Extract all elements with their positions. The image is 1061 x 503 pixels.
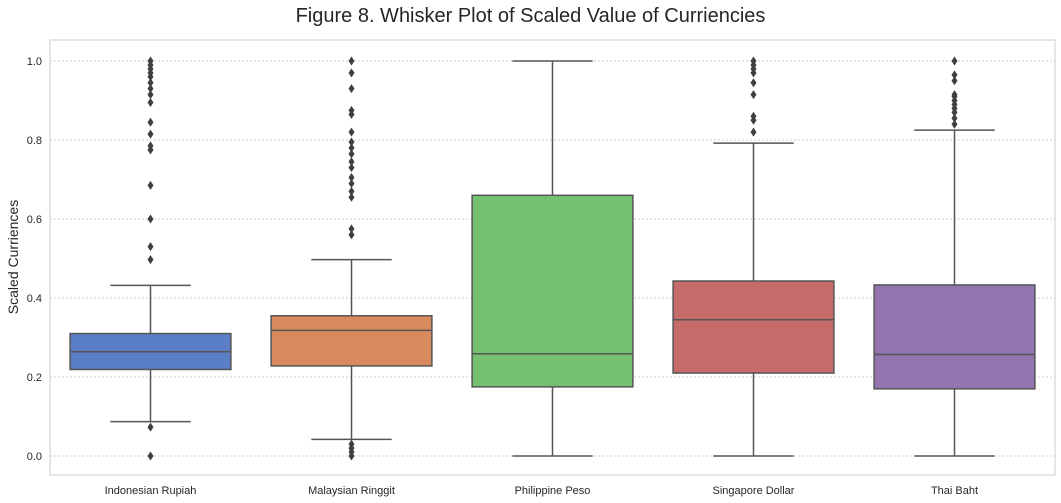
outlier-point (348, 230, 355, 240)
outlier-point (348, 137, 355, 147)
outlier-point (147, 90, 154, 100)
outlier-point (147, 451, 154, 461)
x-tick-label: Thai Baht (931, 485, 978, 497)
outlier-point (750, 127, 757, 137)
outlier-point (750, 90, 757, 100)
outlier-point (348, 56, 355, 66)
x-tick-label: Indonesian Rupiah (105, 485, 197, 497)
box-group (873, 129, 1036, 457)
outlier-point (147, 242, 154, 252)
plot-frame (49, 39, 1056, 476)
outlier-point (348, 186, 355, 196)
outlier-point (750, 78, 757, 88)
outlier-point (348, 143, 355, 153)
outlier-point (750, 111, 757, 121)
outlier-point (147, 255, 154, 265)
outlier-point (951, 119, 958, 129)
chart-title: Figure 8. Whisker Plot of Scaled Value o… (295, 5, 766, 27)
outlier-point (348, 173, 355, 183)
outlier-point (951, 56, 958, 66)
outlier-point (348, 163, 355, 173)
outlier-point (147, 141, 154, 151)
outlier-point (951, 90, 958, 100)
outlier-point (348, 68, 355, 78)
box-group (672, 142, 835, 457)
outlier-point (348, 149, 355, 159)
x-tick-label: Philippine Peso (515, 485, 591, 497)
outlier-point (147, 97, 154, 107)
outlier-point (348, 192, 355, 202)
y-tick-label: 0.8 (27, 135, 42, 147)
outlier-point (147, 422, 154, 432)
box-group (270, 258, 433, 441)
box-group (69, 284, 232, 423)
outlier-point (348, 105, 355, 115)
iqr-box (270, 315, 433, 367)
y-tick-label: 0.6 (27, 214, 42, 226)
outlier-point (147, 129, 154, 139)
outlier-point (147, 56, 154, 66)
iqr-box (471, 194, 634, 388)
outlier-point (750, 56, 757, 66)
outlier-point (348, 84, 355, 94)
y-tick-label: 0.2 (27, 372, 42, 384)
x-tick-label: Malaysian Ringgit (308, 485, 395, 497)
y-tick-label: 1.0 (27, 56, 42, 68)
box-group (471, 60, 634, 457)
y-axis-label: Scaled Curriences (5, 200, 21, 314)
outlier-point (348, 224, 355, 234)
outlier-point (147, 84, 154, 94)
x-tick-label: Singapore Dollar (713, 485, 795, 497)
outlier-point (951, 113, 958, 123)
outlier-point (348, 178, 355, 188)
y-tick-label: 0.4 (27, 293, 42, 305)
iqr-box (873, 284, 1036, 390)
outlier-point (951, 70, 958, 80)
outlier-point (951, 76, 958, 86)
outlier-point (348, 157, 355, 167)
outlier-point (147, 214, 154, 224)
iqr-box (672, 280, 835, 374)
outlier-point (348, 127, 355, 137)
outlier-point (147, 117, 154, 127)
outlier-point (147, 180, 154, 190)
outlier-point (147, 78, 154, 88)
outlier-point (348, 439, 355, 449)
y-tick-label: 0.0 (27, 451, 42, 463)
